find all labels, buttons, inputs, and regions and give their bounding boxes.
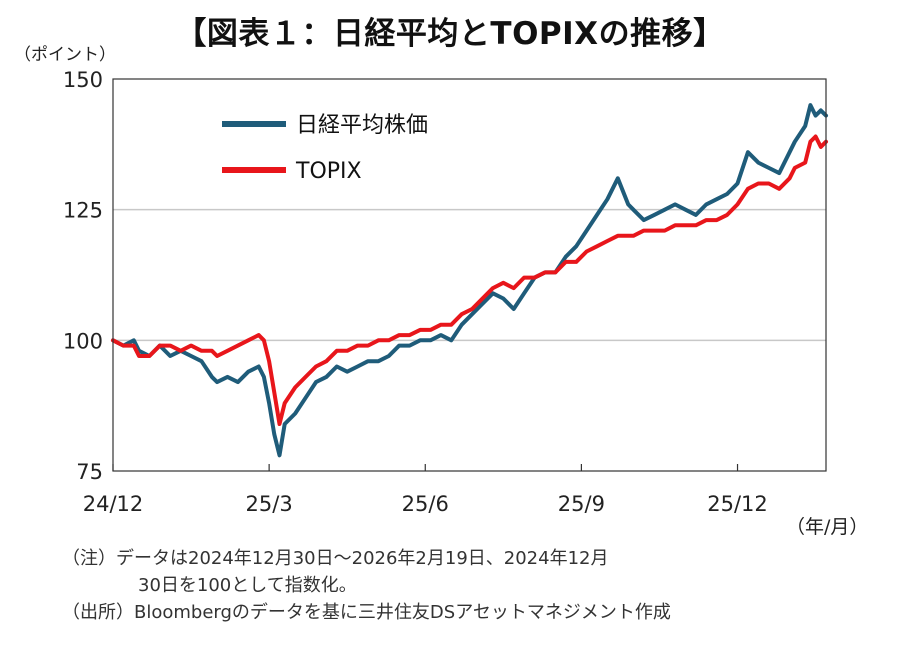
x-axis-ticks: 24/12 25/3 25/6 25/9 25/12 [83, 464, 768, 516]
legend-label: 日経平均株価 [296, 113, 428, 138]
y-axis-unit-label: （ポイント） [14, 45, 116, 65]
x-tick-label: 25/3 [246, 492, 293, 516]
source-line: （出所）Bloombergのデータを基に三井住友DSアセットマネジメント作成 [62, 602, 671, 623]
plot-frame [112, 78, 827, 472]
x-tick-label: 24/12 [83, 492, 144, 516]
y-axis-ticks: 75 100 125 150 [63, 68, 103, 484]
gridlines [113, 208, 826, 342]
x-tick-label: 25/12 [707, 492, 768, 516]
x-axis-unit-label: （年/月） [786, 516, 869, 538]
series-line-topix [111, 134, 828, 426]
footnotes: （注）データは2024年12月30日～2026年2月19日、2024年12月 3… [62, 545, 671, 626]
note-line-1: （注）データは2024年12月30日～2026年2月19日、2024年12月 [62, 548, 609, 569]
chart-title: 【図表１：日経平均とTOPIXの推移】 [175, 16, 725, 52]
x-tick-label: 25/9 [558, 492, 605, 516]
series-lines [111, 103, 828, 458]
legend: 日経平均株価 TOPIX [222, 113, 428, 184]
note-line-2: 30日を100として指数化。 [138, 575, 357, 596]
legend-label: TOPIX [295, 159, 362, 184]
x-tick-label: 25/6 [402, 492, 449, 516]
y-tick-label: 100 [63, 329, 103, 353]
y-tick-label: 75 [76, 460, 103, 484]
y-tick-label: 125 [63, 199, 103, 223]
line-chart: 75 100 125 150 24/12 25/3 25/6 25/9 25/12 日経平均株… [63, 68, 828, 516]
series-line-nikkei [111, 103, 828, 458]
y-tick-label: 150 [63, 68, 103, 92]
